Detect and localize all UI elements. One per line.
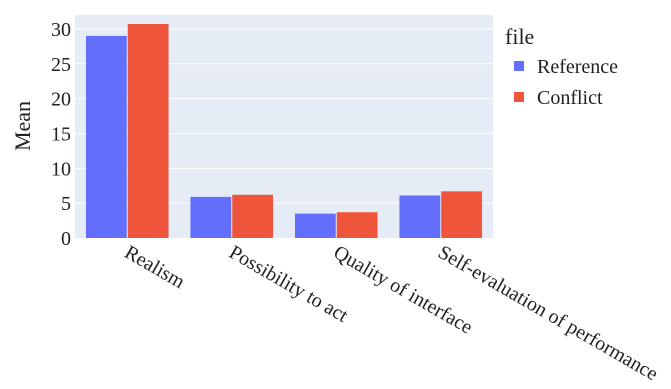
- y-tick-label: 10: [51, 158, 71, 180]
- x-tick-label: Self-evaluation of performance: [434, 241, 662, 385]
- bar-conflict-2: [232, 194, 274, 238]
- legend-swatch-conflict: [514, 92, 524, 102]
- bar-reference-1: [85, 35, 127, 238]
- bar-reference-3: [294, 213, 336, 238]
- bar-conflict-4: [441, 191, 483, 238]
- y-axis-label: Mean: [10, 101, 35, 151]
- bars: [85, 24, 483, 239]
- y-tick-label: 20: [51, 89, 71, 111]
- bar-reference-2: [190, 196, 232, 238]
- bar-reference-4: [399, 195, 441, 238]
- y-tick-label: 0: [61, 228, 71, 250]
- bar-conflict-1: [127, 24, 169, 239]
- y-tick-label: 5: [61, 193, 71, 215]
- legend-swatch-reference: [514, 61, 524, 71]
- y-tick-label: 30: [51, 19, 71, 41]
- legend-title: file: [505, 24, 534, 49]
- legend-item-conflict: Conflict: [537, 87, 603, 109]
- legend-item-reference: Reference: [537, 56, 618, 78]
- bar-conflict-3: [336, 212, 378, 238]
- y-tick-label: 25: [51, 54, 71, 76]
- y-tick-labels: 0 5 10 15 20 25 30: [51, 19, 71, 250]
- y-tick-label: 15: [51, 123, 71, 145]
- legend: file Reference Conflict: [505, 24, 618, 109]
- x-tick-label: Realism: [121, 241, 189, 293]
